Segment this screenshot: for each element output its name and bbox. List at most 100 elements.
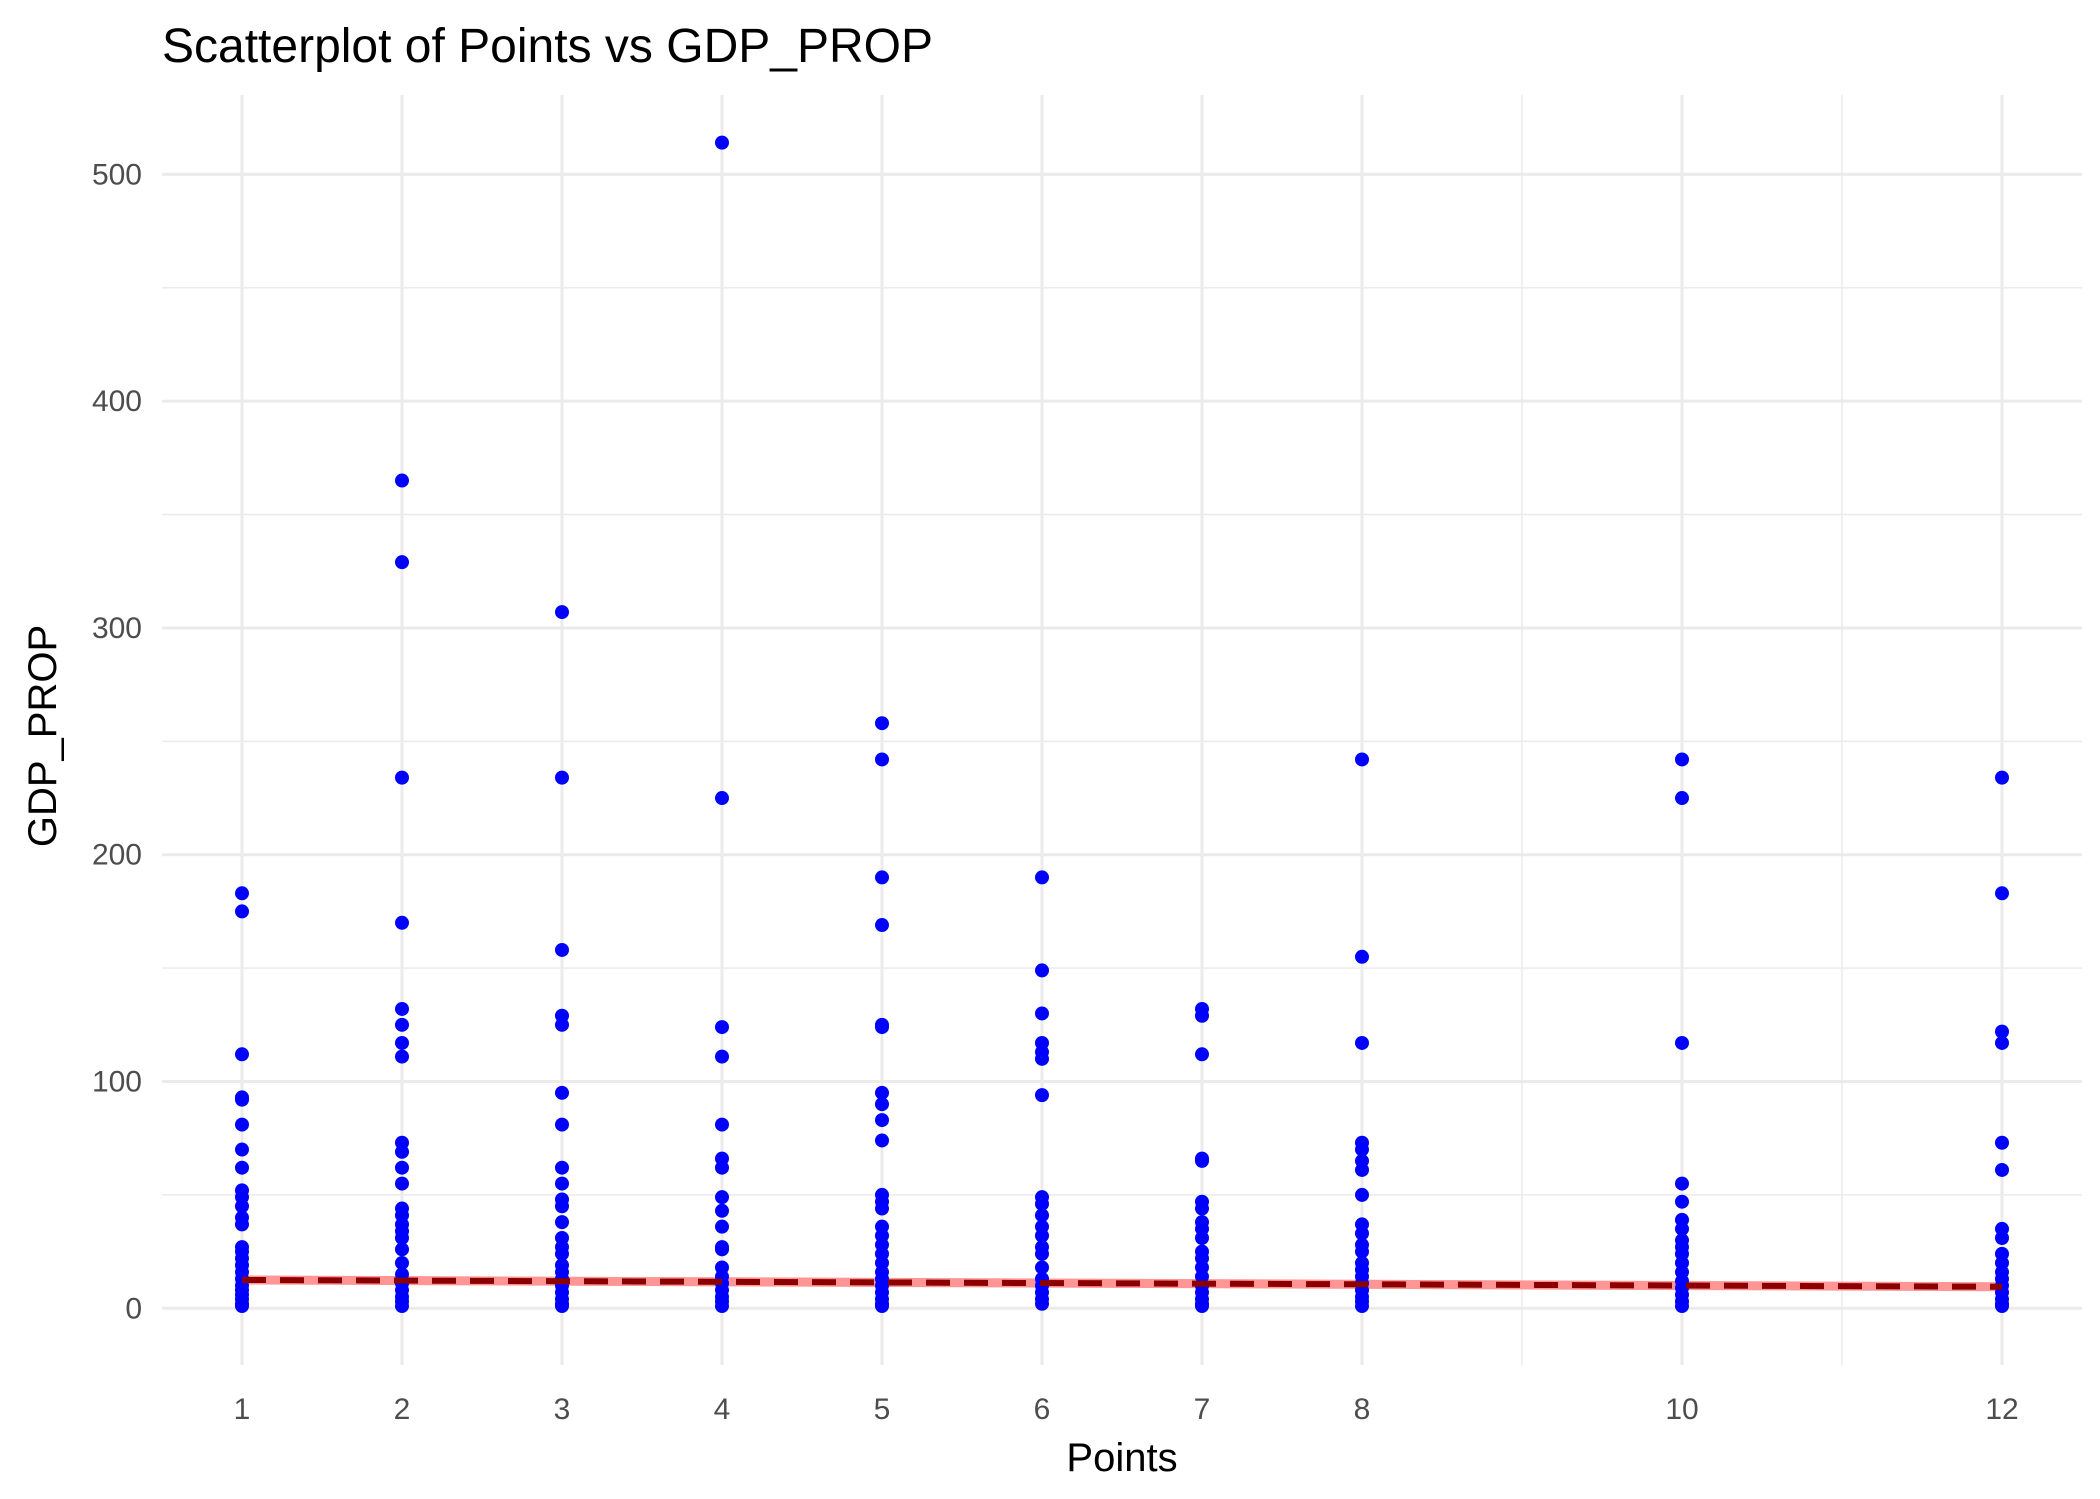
data-point [395, 1144, 409, 1159]
data-point [875, 716, 889, 731]
x-axis-title: Points [1066, 1436, 1177, 1480]
data-point [715, 1219, 729, 1234]
data-point [235, 1217, 249, 1232]
data-point [395, 1255, 409, 1270]
data-point [555, 1117, 569, 1132]
data-point [1355, 1142, 1369, 1157]
data-point [235, 1160, 249, 1175]
trend-line-group [241, 1276, 2003, 1290]
data-point [1355, 752, 1369, 767]
data-point [875, 1020, 889, 1035]
data-point [875, 918, 889, 933]
data-point [715, 1190, 729, 1205]
data-point [1675, 1176, 1689, 1191]
data-point [555, 1199, 569, 1214]
data-point [1035, 963, 1049, 978]
data-point [395, 1017, 409, 1032]
x-tick-labels: 1 2 3 4 5 6 7 8 10 12 [234, 1393, 2019, 1426]
data-point [235, 1117, 249, 1132]
data-point [1195, 1201, 1209, 1216]
data-point [555, 1160, 569, 1175]
data-point [555, 1017, 569, 1032]
data-point [1675, 1299, 1689, 1314]
data-point [395, 1035, 409, 1050]
chart-title: Scatterplot of Points vs GDP_PROP [162, 20, 933, 73]
y-tick-label: 100 [92, 1066, 142, 1099]
data-point [1035, 1196, 1049, 1211]
data-point [1995, 1162, 2009, 1177]
data-point [1035, 1088, 1049, 1103]
x-tick-label: 1 [234, 1393, 251, 1426]
data-point [235, 904, 249, 919]
data-point [235, 886, 249, 901]
data-point [395, 1231, 409, 1245]
data-point [1195, 1047, 1209, 1062]
data-point [1355, 1162, 1369, 1177]
x-tick-label: 8 [1354, 1393, 1371, 1426]
y-tick-label: 200 [92, 839, 142, 872]
data-point [1995, 886, 2009, 901]
y-tick-label: 400 [92, 385, 142, 418]
data-point [1355, 1244, 1369, 1259]
data-point [1355, 1035, 1369, 1050]
data-point [715, 1242, 729, 1257]
y-tick-label: 0 [125, 1292, 142, 1325]
data-point [395, 1160, 409, 1175]
x-tick-label: 5 [874, 1393, 891, 1426]
data-point [1995, 1024, 2009, 1039]
y-tick-label: 500 [92, 158, 142, 191]
data-point [555, 605, 569, 620]
data-points [235, 135, 2009, 1314]
data-point [1995, 770, 2009, 785]
data-point [395, 770, 409, 785]
data-point [1675, 752, 1689, 767]
data-point [395, 473, 409, 488]
data-point [875, 1201, 889, 1216]
data-point [1035, 1006, 1049, 1021]
data-point [555, 942, 569, 957]
data-point [1035, 1246, 1049, 1261]
x-tick-label: 3 [554, 1393, 571, 1426]
data-point [1035, 1208, 1049, 1223]
data-point [1675, 1035, 1689, 1050]
data-point [715, 791, 729, 806]
x-tick-label: 6 [1034, 1393, 1051, 1426]
data-point [235, 1199, 249, 1214]
data-point [555, 1246, 569, 1261]
data-point [395, 1049, 409, 1064]
data-point [715, 1203, 729, 1218]
data-point [1195, 1153, 1209, 1168]
data-point [715, 1049, 729, 1064]
x-tick-label: 2 [394, 1393, 411, 1426]
data-point [1675, 1194, 1689, 1209]
data-point [235, 1092, 249, 1107]
data-point [875, 1133, 889, 1148]
data-point [1035, 870, 1049, 885]
data-point [1035, 1051, 1049, 1066]
data-point [875, 870, 889, 885]
data-point [715, 1020, 729, 1035]
data-point [875, 752, 889, 767]
data-point [1355, 1226, 1369, 1241]
grid-lines [162, 95, 2082, 1365]
data-point [1195, 1231, 1209, 1245]
data-point [395, 555, 409, 570]
data-point [1035, 1296, 1049, 1311]
data-point [1035, 1228, 1049, 1243]
data-point [1355, 949, 1369, 964]
x-tick-label: 4 [714, 1393, 731, 1426]
y-tick-labels: 0 100 200 300 400 500 [92, 158, 142, 1325]
data-point [1675, 791, 1689, 806]
data-point [1675, 1221, 1689, 1236]
data-point [875, 1085, 889, 1100]
data-point [1995, 1299, 2009, 1314]
data-point [395, 915, 409, 930]
data-point [395, 1176, 409, 1191]
y-tick-label: 300 [92, 612, 142, 645]
data-point [395, 1242, 409, 1257]
data-point [555, 770, 569, 785]
data-point [235, 1142, 249, 1157]
data-point [1355, 1299, 1369, 1314]
data-point [715, 1160, 729, 1175]
